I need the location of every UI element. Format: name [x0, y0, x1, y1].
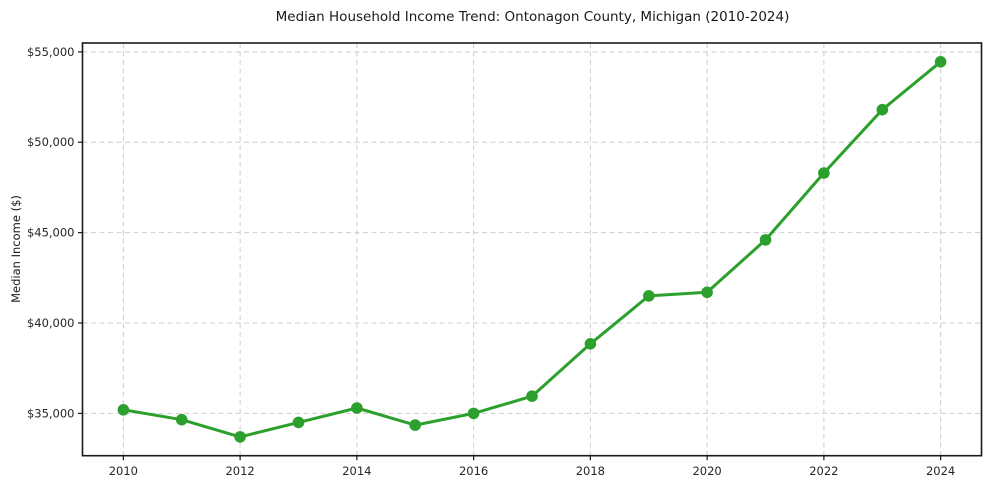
y-tick-label: $50,000 — [27, 135, 75, 149]
y-tick-label: $40,000 — [27, 316, 75, 330]
data-point — [409, 419, 422, 431]
data-point — [175, 413, 188, 426]
x-tick-label: 2020 — [692, 464, 721, 478]
x-tick-label: 2014 — [342, 464, 371, 478]
data-point — [701, 286, 713, 299]
data-point — [876, 103, 889, 116]
data-point — [818, 167, 830, 179]
axes-frame — [81, 42, 983, 457]
y-tick-label: $55,000 — [27, 45, 75, 59]
data-point — [643, 290, 655, 302]
y-tick-label: $45,000 — [27, 226, 75, 240]
x-tick-label: 2018 — [576, 464, 605, 478]
data-point — [117, 404, 130, 416]
x-tick-label: 2024 — [926, 464, 955, 478]
data-point — [467, 407, 480, 420]
data-point — [234, 431, 246, 443]
x-tick-label: 2010 — [109, 464, 138, 478]
x-tick-label: 2012 — [225, 464, 254, 478]
chart-title: Median Household Income Trend: Ontonagon… — [275, 9, 790, 25]
x-tick-label: 2022 — [809, 464, 838, 478]
data-point — [292, 416, 305, 429]
data-point — [584, 338, 597, 350]
data-point — [934, 56, 947, 68]
x-tick-label: 2016 — [459, 464, 488, 478]
data-point — [351, 402, 363, 414]
series-line — [121, 60, 943, 439]
data-point — [759, 234, 772, 246]
y-tick-label: $35,000 — [27, 406, 75, 420]
data-point — [526, 390, 538, 403]
